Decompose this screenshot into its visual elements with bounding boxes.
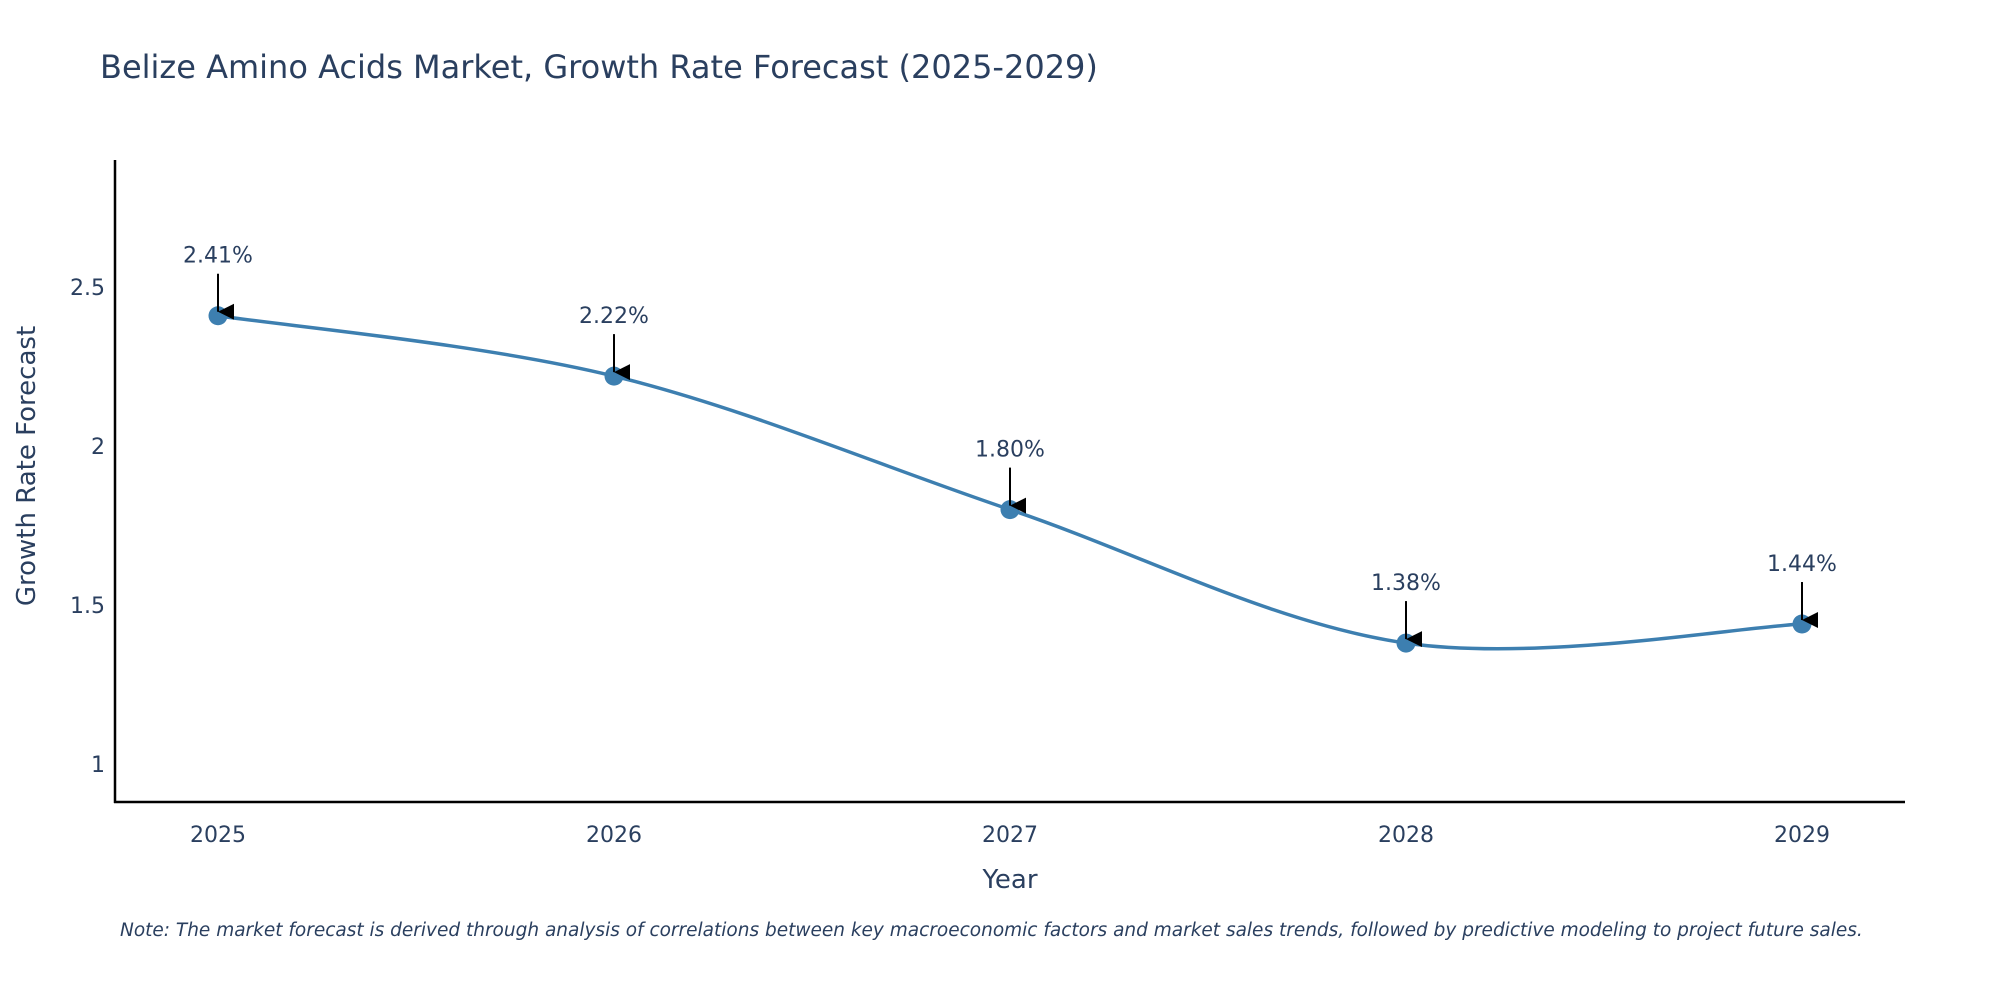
y-tick-label: 2	[91, 435, 105, 460]
x-tick-label: 2027	[982, 823, 1038, 848]
y-tick-label: 1	[91, 753, 105, 778]
chart-note: Note: The market forecast is derived thr…	[120, 920, 1863, 941]
y-axis-title: Growth Rate Forecast	[12, 326, 42, 606]
data-label: 1.44%	[1767, 552, 1837, 577]
data-label: 2.41%	[183, 244, 253, 269]
x-tick-label: 2029	[1774, 823, 1830, 848]
chart-title: Belize Amino Acids Market, Growth Rate F…	[100, 48, 1098, 86]
x-tick-label: 2028	[1378, 823, 1434, 848]
x-tick-label: 2026	[586, 823, 642, 848]
y-tick-label: 1.5	[70, 594, 105, 619]
data-label: 1.80%	[975, 438, 1045, 463]
data-label: 2.22%	[579, 304, 649, 329]
data-label: 1.38%	[1371, 571, 1441, 596]
x-tick-label: 2025	[190, 823, 246, 848]
y-tick-label: 2.5	[70, 276, 105, 301]
x-axis-title: Year	[981, 865, 1037, 895]
